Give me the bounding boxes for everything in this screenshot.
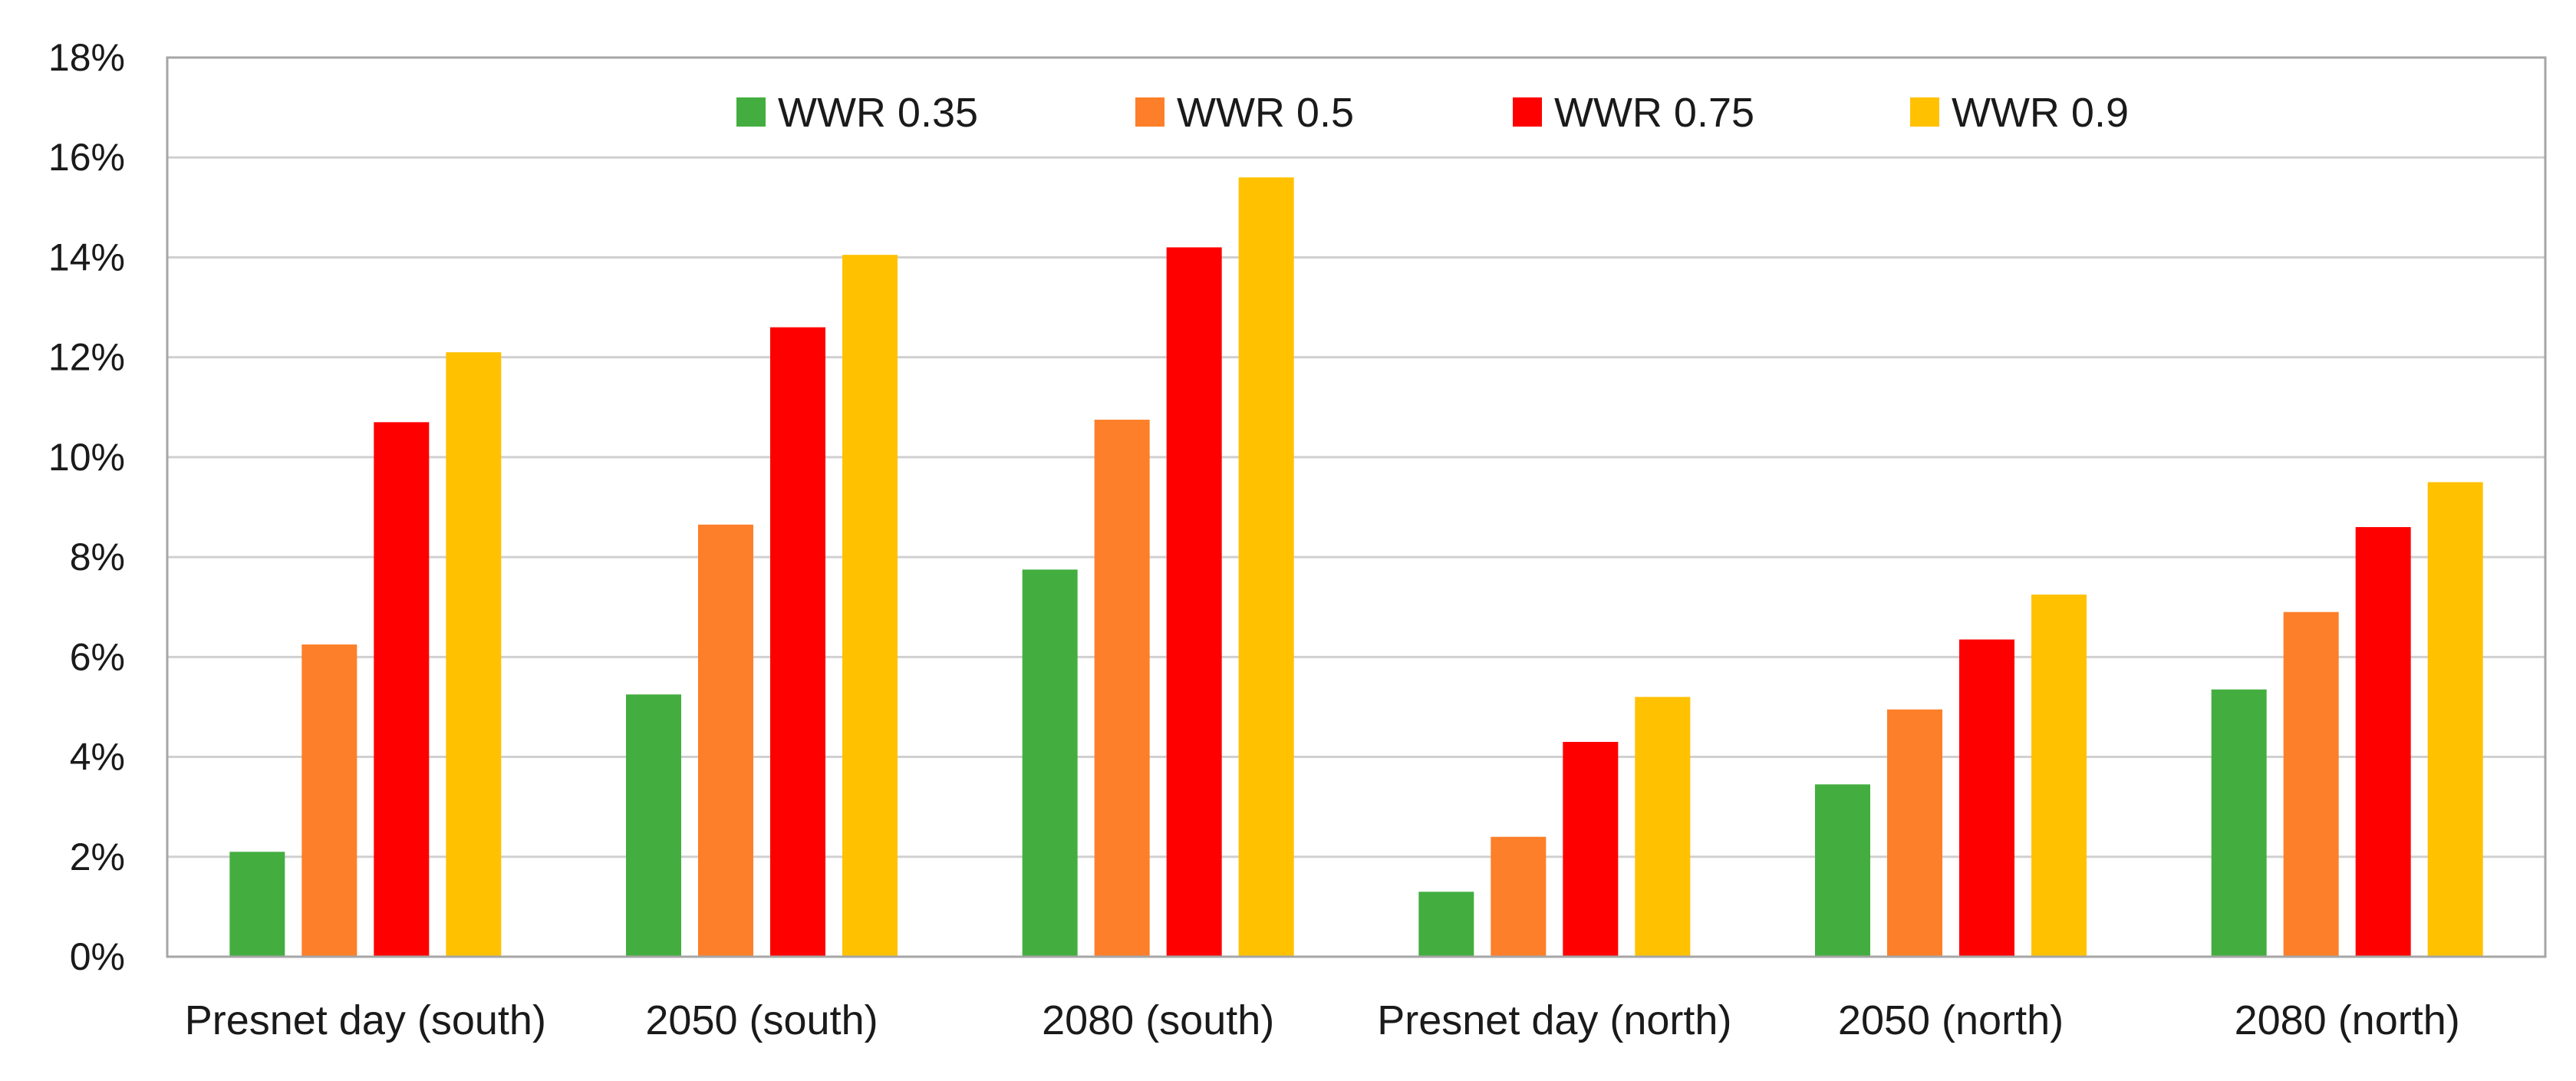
bar	[770, 327, 825, 957]
y-tick-label: 0%	[70, 935, 125, 978]
y-tick-label: 10%	[48, 436, 125, 479]
x-category-label: Presnet day (south)	[185, 997, 546, 1043]
legend-swatch	[736, 97, 766, 127]
legend-label: WWR 0.5	[1177, 90, 1354, 136]
bar	[1094, 420, 1150, 957]
x-category-label: 2050 (south)	[645, 997, 878, 1043]
y-tick-labels: 0% 2% 4% 6% 8% 10% 12% 14% 16% 18%	[48, 36, 125, 978]
legend-label: WWR 0.35	[778, 90, 978, 136]
legend-label: WWR 0.9	[1952, 90, 2129, 136]
y-tick-label: 4%	[70, 736, 125, 779]
y-tick-label: 2%	[70, 835, 125, 878]
bar	[446, 352, 502, 957]
y-tick-label: 12%	[48, 336, 125, 379]
bar	[2031, 594, 2087, 957]
y-tick-label: 18%	[48, 36, 125, 79]
bar	[2355, 527, 2411, 957]
bar	[1887, 709, 1942, 957]
gridlines	[167, 56, 2545, 958]
axes	[166, 56, 2547, 958]
x-category-label: Presnet day (north)	[1377, 997, 1731, 1043]
legend-label: WWR 0.75	[1554, 90, 1754, 136]
bar	[1635, 697, 1691, 957]
legend: WWR 0.35 WWR 0.5 WWR 0.75 WWR 0.9	[736, 90, 2129, 136]
bar	[374, 422, 430, 957]
x-category-labels: Presnet day (south) 2050 (south) 2080 (sou…	[185, 997, 2460, 1043]
x-category-label: 2080 (south)	[1042, 997, 1274, 1043]
bar	[1022, 569, 1078, 957]
plot-border	[166, 56, 2547, 958]
bar	[842, 255, 898, 957]
y-tick-label: 16%	[48, 136, 125, 179]
bar	[1563, 742, 1619, 957]
bar	[1238, 177, 1294, 957]
bar	[301, 644, 357, 957]
y-tick-label: 14%	[48, 236, 125, 278]
bar	[698, 524, 753, 957]
y-tick-label: 8%	[70, 536, 125, 578]
x-category-label: 2080 (north)	[2235, 997, 2460, 1043]
bars	[229, 177, 2483, 957]
bar	[1166, 247, 1222, 957]
bar	[229, 852, 285, 957]
y-tick-label: 6%	[70, 635, 125, 678]
bar	[1418, 891, 1474, 957]
bar	[1959, 639, 2014, 957]
bar	[1491, 836, 1547, 957]
legend-swatch	[1135, 97, 1164, 127]
legend-swatch	[1513, 97, 1542, 127]
bar	[1815, 784, 1870, 957]
x-category-label: 2050 (north)	[1838, 997, 2064, 1043]
bar	[626, 694, 681, 957]
legend-swatch	[1910, 97, 1939, 127]
bar	[2211, 689, 2267, 957]
bar	[2427, 482, 2483, 957]
bar	[2283, 611, 2339, 957]
